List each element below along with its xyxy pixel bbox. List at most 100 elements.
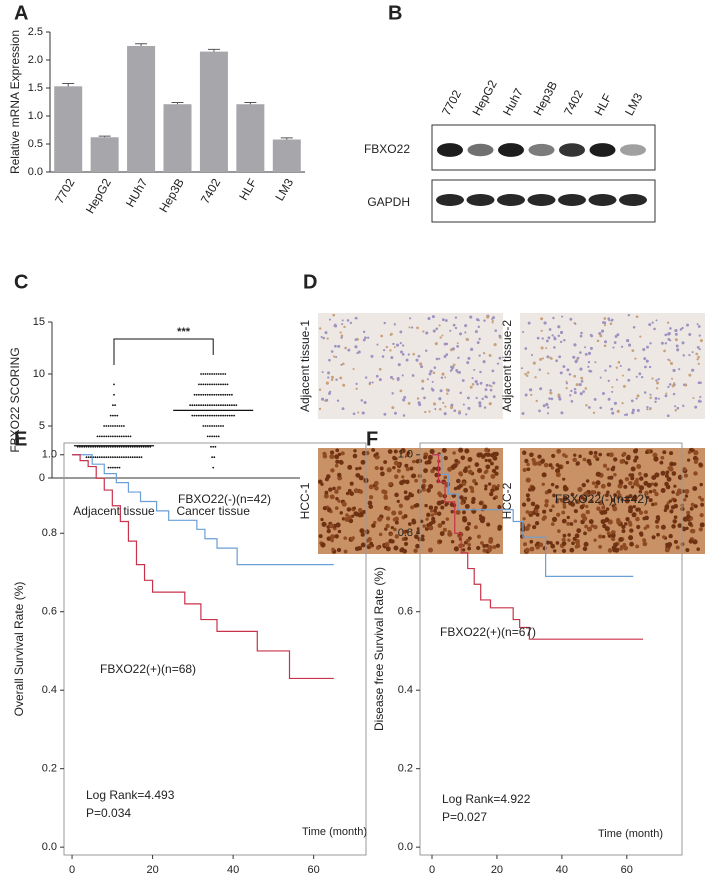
nucleus [401,374,404,377]
nucleus [552,316,555,320]
nucleus [660,341,664,345]
dot [215,435,218,438]
nucleus [429,509,434,513]
dot [198,414,200,417]
nucleus [592,411,596,415]
nucleus [467,469,473,475]
nucleus [627,378,631,382]
dot [215,373,218,375]
nucleus [574,533,580,539]
nucleus [399,330,403,334]
nucleus [615,378,618,381]
nucleus [540,329,543,332]
band [466,194,495,206]
nucleus [652,488,657,494]
nucleus [569,394,572,397]
nucleus [331,547,335,552]
nucleus [425,517,429,521]
nucleus [559,340,563,344]
dot [210,445,212,448]
nucleus [322,336,325,340]
dot [120,425,123,427]
lane-label: LM3 [622,90,645,117]
nucleus [646,408,649,411]
nucleus [346,319,350,322]
nucleus [529,546,535,552]
nucleus [644,365,647,369]
nucleus [604,493,609,498]
dot [211,456,214,459]
nucleus [427,547,434,553]
nucleus [329,534,335,540]
nucleus [528,510,533,515]
nucleus [664,342,668,345]
nucleus [591,481,596,486]
nucleus [583,491,589,497]
dot [204,404,207,407]
nucleus [645,359,649,363]
dot [209,393,211,396]
nucleus [476,382,479,386]
dot [215,393,218,396]
nucleus [459,495,464,500]
nucleus [532,361,536,365]
nucleus [624,498,630,504]
nucleus [546,355,550,359]
nucleus [584,352,588,356]
nucleus [476,545,481,551]
nucleus [538,542,544,548]
nucleus [646,482,652,488]
dot [213,373,216,375]
nucleus [611,390,614,393]
nucleus [625,495,630,500]
nucleus [326,528,331,534]
nucleus [467,521,471,526]
nucleus [524,547,530,553]
dot [217,383,220,386]
y-tick-label: 0.0 [28,166,43,178]
x-tick-label: 40 [556,864,568,876]
dot [105,435,108,438]
nucleus [397,510,403,516]
nucleus [371,381,374,384]
dot [120,456,123,459]
nucleus [581,482,586,488]
nucleus [692,486,698,492]
nucleus [573,343,577,347]
nucleus [673,515,678,520]
dot [228,404,231,407]
nucleus [682,404,685,408]
nucleus [563,486,568,492]
nucleus [417,401,421,405]
nucleus [492,545,497,549]
y-tick-label: 15 [33,316,45,328]
error-bar [62,83,75,87]
nucleus [396,468,401,473]
nucleus [582,546,588,552]
nucleus [534,504,540,510]
annotation: P=0.027 [442,810,487,824]
nucleus [626,338,630,343]
nucleus [624,476,630,482]
nucleus [462,403,465,406]
nucleus [341,407,345,410]
nucleus [383,321,386,325]
nucleus [453,486,458,491]
nucleus [531,354,534,357]
nucleus [439,531,445,537]
nucleus [625,517,630,522]
nucleus [526,371,530,374]
band [436,194,464,206]
nucleus [385,516,391,521]
nucleus [598,534,603,539]
nucleus [603,317,607,320]
nucleus [454,458,459,463]
dot [204,393,207,396]
error-bar [244,102,257,105]
nucleus [675,491,680,497]
nucleus [694,405,698,409]
nucleus [423,396,426,400]
nucleus [629,528,634,533]
nucleus [325,398,329,402]
x-axis-label: Time (month) [302,826,367,838]
